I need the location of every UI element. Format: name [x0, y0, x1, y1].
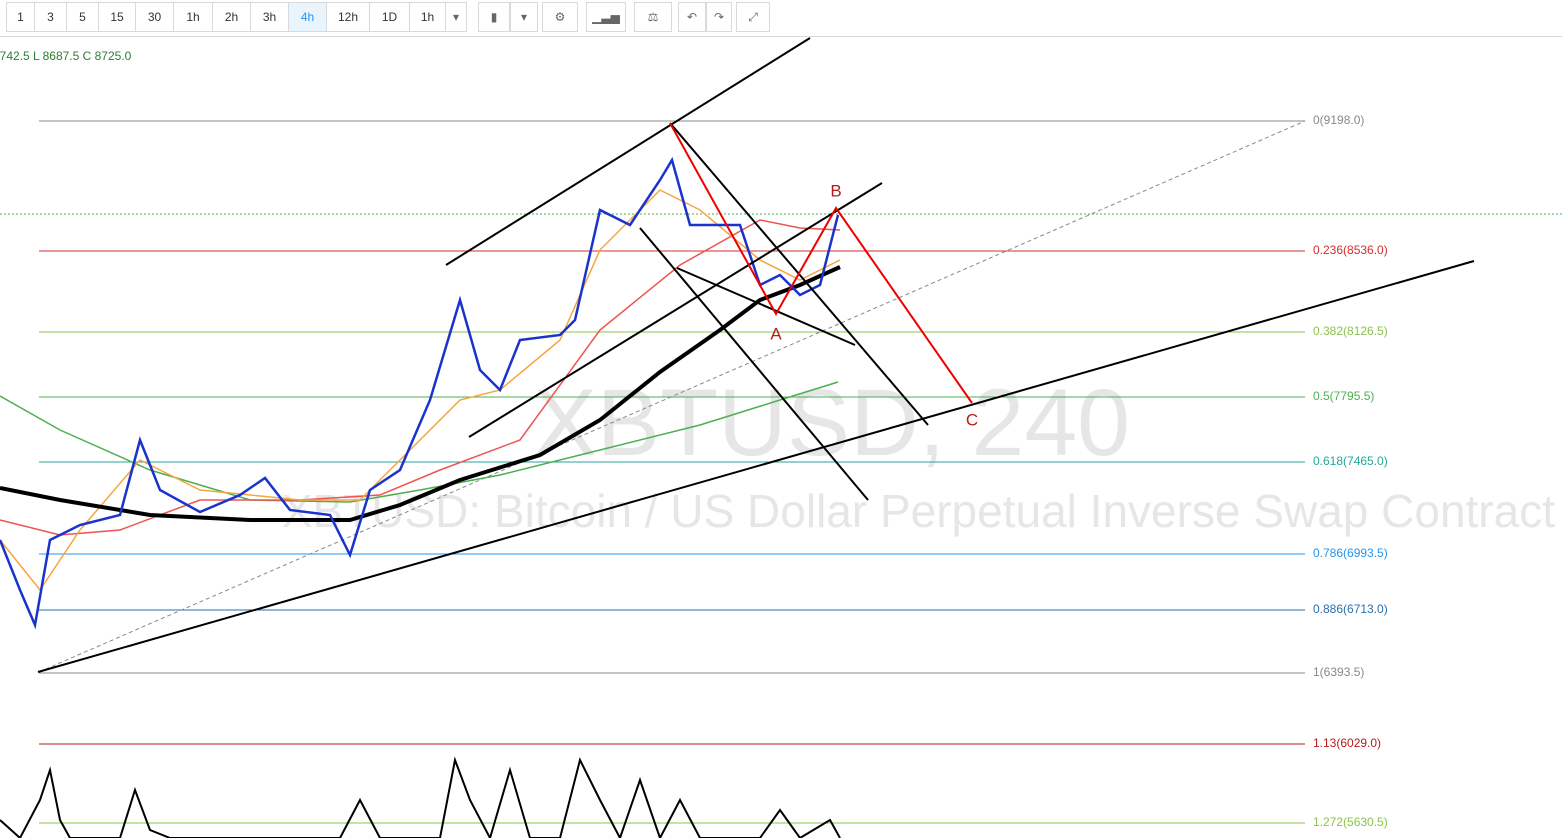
interval-button[interactable]: 1D	[369, 2, 410, 32]
fib-label: 0.786(6993.5)	[1313, 546, 1388, 560]
fib-label: 1.272(5630.5)	[1313, 815, 1388, 829]
ma-black	[0, 265, 841, 522]
toolbar-icon[interactable]: ▮	[478, 2, 510, 32]
wave-label: A	[770, 324, 782, 343]
interval-button[interactable]: 30	[135, 2, 174, 32]
wave-label: B	[830, 181, 841, 200]
toolbar-icon[interactable]: ▾	[445, 2, 467, 32]
interval-button[interactable]: 3	[34, 2, 67, 32]
interval-button[interactable]: 2h	[212, 2, 251, 32]
trend-lines	[37, 37, 1475, 673]
fib-label: 0.618(7465.0)	[1313, 454, 1388, 468]
fib-label: 0.886(6713.0)	[1313, 602, 1388, 616]
toolbar-icon[interactable]: ⚙	[542, 2, 578, 32]
interval-button[interactable]: 15	[98, 2, 136, 32]
ma-orange	[0, 189, 841, 592]
ma-blue	[0, 156, 840, 630]
volume-ma	[0, 756, 841, 838]
fib-label: 1.13(6029.0)	[1313, 736, 1381, 750]
interval-button[interactable]: 1	[6, 2, 35, 32]
fib-retracement: 0(9198.0) 0.236(8536.0) 0.382(8126.5) 0.5(7…	[39, 113, 1388, 829]
toolbar-icon[interactable]: ▾	[510, 2, 538, 32]
interval-button[interactable]: 5	[66, 2, 99, 32]
interval-button[interactable]: 3h	[250, 2, 289, 32]
interval-button[interactable]: 12h	[326, 2, 370, 32]
wave-label: C	[966, 410, 978, 429]
interval-button[interactable]: 1h	[409, 2, 446, 32]
fib-label: 0.236(8536.0)	[1313, 243, 1388, 257]
ohlc-legend: 8742.5 L 8687.5 C 8725.0	[0, 49, 132, 63]
toolbar-icon[interactable]: ⚖	[634, 2, 672, 32]
toolbar-icon[interactable]: ↶	[678, 2, 706, 32]
fib-label: 1(6393.5)	[1313, 665, 1364, 679]
fib-trend	[38, 120, 1306, 673]
interval-button[interactable]: 1h	[173, 2, 213, 32]
toolbar: 1 3 5 15 30 1h 2h 3h 4h 12h 1D 1h ▾ ▮ ▾ ⚙ ▁▃▅ ⚖ ↶ ↷ ⤢	[0, 0, 1562, 37]
fib-label: 0(9198.0)	[1313, 113, 1364, 127]
toolbar-icon[interactable]: ⤢	[736, 2, 770, 32]
ma-green	[0, 381, 839, 503]
fib-label: 0.5(7795.5)	[1313, 389, 1374, 403]
toolbar-icon[interactable]: ↷	[706, 2, 732, 32]
interval-button[interactable]: 4h	[288, 2, 327, 32]
toolbar-icon[interactable]: ▁▃▅	[586, 2, 626, 32]
abc-wave	[669, 122, 973, 404]
fib-label: 0.382(8126.5)	[1313, 324, 1388, 338]
watermark-description: XBTUSD: Bitcoin / US Dollar Perpetual In…	[282, 485, 1555, 537]
ma-red	[0, 219, 841, 536]
